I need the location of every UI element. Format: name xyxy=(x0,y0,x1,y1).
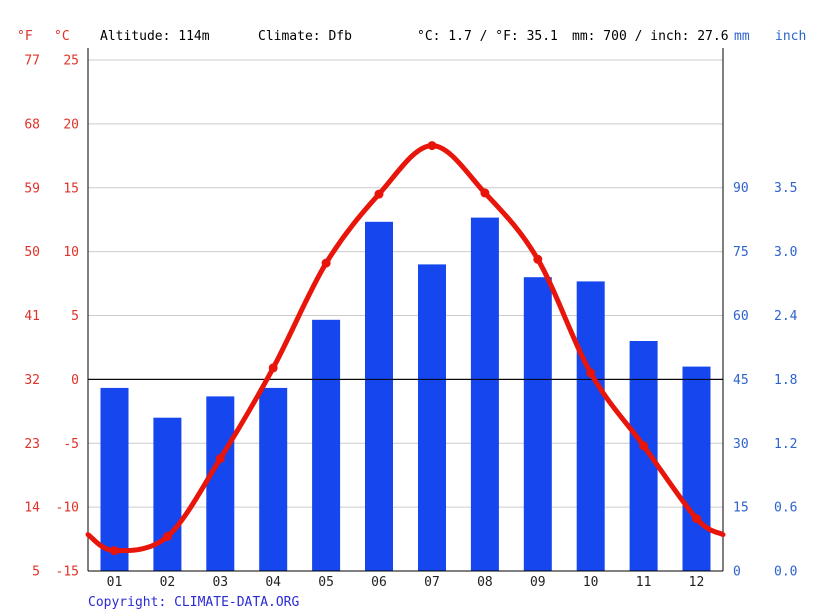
temp-c-tick-label: 0 xyxy=(71,373,79,388)
month-label: 06 xyxy=(371,575,387,590)
precipitation-bar-07 xyxy=(418,264,446,571)
temp-f-tick-label: 41 xyxy=(24,309,40,324)
precip-mm-tick-label: 60 xyxy=(733,309,749,324)
temp-f-tick-label: 77 xyxy=(24,54,40,69)
precipitation-bar-05 xyxy=(312,319,341,571)
temp-c-tick-label: 10 xyxy=(63,245,79,260)
precip-inch-tick-label: 3.5 xyxy=(774,181,797,196)
temp-f-tick-label: 14 xyxy=(24,501,40,516)
temp-c-tick-label: -5 xyxy=(63,437,79,452)
month-label: 11 xyxy=(636,575,652,590)
temp-f-tick-label: 23 xyxy=(24,437,40,452)
month-label: 01 xyxy=(107,575,123,590)
precip-mm-tick-label: 90 xyxy=(733,181,749,196)
precip-unit-mm-label: mm xyxy=(734,29,750,44)
temp-f-tick-label: 59 xyxy=(24,181,40,196)
average-temperature-label: °C: 1.7 / °F: 35.1 xyxy=(417,29,558,44)
temperature-point-07 xyxy=(427,141,437,151)
precip-mm-tick-label: 45 xyxy=(733,373,749,388)
precipitation-bar-01 xyxy=(100,387,129,571)
precip-inch-tick-label: 0.6 xyxy=(774,501,797,516)
temperature-point-02 xyxy=(162,532,172,541)
precipitation-bar-03 xyxy=(206,396,235,571)
precip-inch-tick-label: 1.8 xyxy=(774,373,797,388)
temperature-point-12 xyxy=(692,514,701,524)
temp-c-tick-label: 5 xyxy=(71,309,79,324)
temperature-point-04 xyxy=(268,363,278,373)
temperature-line xyxy=(85,143,726,554)
month-label: 08 xyxy=(477,575,493,590)
temperature-point-11 xyxy=(639,441,649,451)
temp-c-tick-label: 25 xyxy=(63,54,79,69)
precipitation-bar-10 xyxy=(576,281,605,571)
precipitation-bar-06 xyxy=(365,221,393,572)
altitude-label: Altitude: 114m xyxy=(100,29,210,44)
month-label: 12 xyxy=(689,575,705,590)
precipitation-bar-04 xyxy=(259,387,288,571)
temp-c-tick-label: 15 xyxy=(63,181,79,196)
precip-mm-tick-label: 30 xyxy=(733,437,749,452)
precip-inch-tick-label: 3.0 xyxy=(774,245,797,260)
month-label: 02 xyxy=(160,575,176,590)
temperature-point-05 xyxy=(321,258,331,268)
temp-unit-c-label: °C xyxy=(54,29,70,44)
month-label: 05 xyxy=(318,575,334,590)
temp-unit-f-label: °F xyxy=(17,29,33,44)
temp-f-tick-label: 50 xyxy=(24,245,40,260)
precipitation-bar-02 xyxy=(153,417,182,571)
precip-inch-tick-label: 1.2 xyxy=(774,437,797,452)
copyright-footer: Copyright: CLIMATE-DATA.ORG xyxy=(88,595,299,610)
temp-f-tick-label: 68 xyxy=(24,117,40,132)
precip-mm-tick-label: 15 xyxy=(733,501,749,516)
temperature-point-06 xyxy=(374,189,384,199)
precip-inch-tick-label: 2.4 xyxy=(774,309,798,324)
precip-inch-tick-label: 0.0 xyxy=(774,565,797,580)
copyright-label: Copyright: xyxy=(88,595,167,610)
precipitation-bar-09 xyxy=(523,277,552,571)
total-precipitation-label: mm: 700 / inch: 27.6 xyxy=(572,29,729,44)
temperature-point-01 xyxy=(110,546,119,556)
temperature-point-10 xyxy=(586,368,596,378)
temperature-point-08 xyxy=(480,188,490,198)
temp-f-tick-label: 32 xyxy=(24,373,40,388)
temp-c-tick-label: -15 xyxy=(56,565,79,580)
precipitation-bar-12 xyxy=(682,366,711,571)
temperature-point-03 xyxy=(215,454,225,464)
month-label: 09 xyxy=(530,575,546,590)
temp-c-tick-label: -10 xyxy=(56,501,79,516)
temp-f-tick-label: 5 xyxy=(32,565,40,580)
precip-mm-tick-label: 75 xyxy=(733,245,749,260)
month-label: 10 xyxy=(583,575,599,590)
month-label: 03 xyxy=(212,575,228,590)
precip-unit-inch-label: inch xyxy=(775,29,807,44)
climate-data-link[interactable]: CLIMATE-DATA.ORG xyxy=(174,595,300,610)
temp-c-tick-label: 20 xyxy=(63,117,79,132)
month-label: 04 xyxy=(265,575,281,590)
precip-mm-tick-label: 0 xyxy=(733,565,741,580)
precipitation-bar-08 xyxy=(470,217,499,571)
month-label: 07 xyxy=(424,575,440,590)
temperature-point-09 xyxy=(533,254,543,264)
climate-classification-label: Climate: Dfb xyxy=(258,29,352,44)
